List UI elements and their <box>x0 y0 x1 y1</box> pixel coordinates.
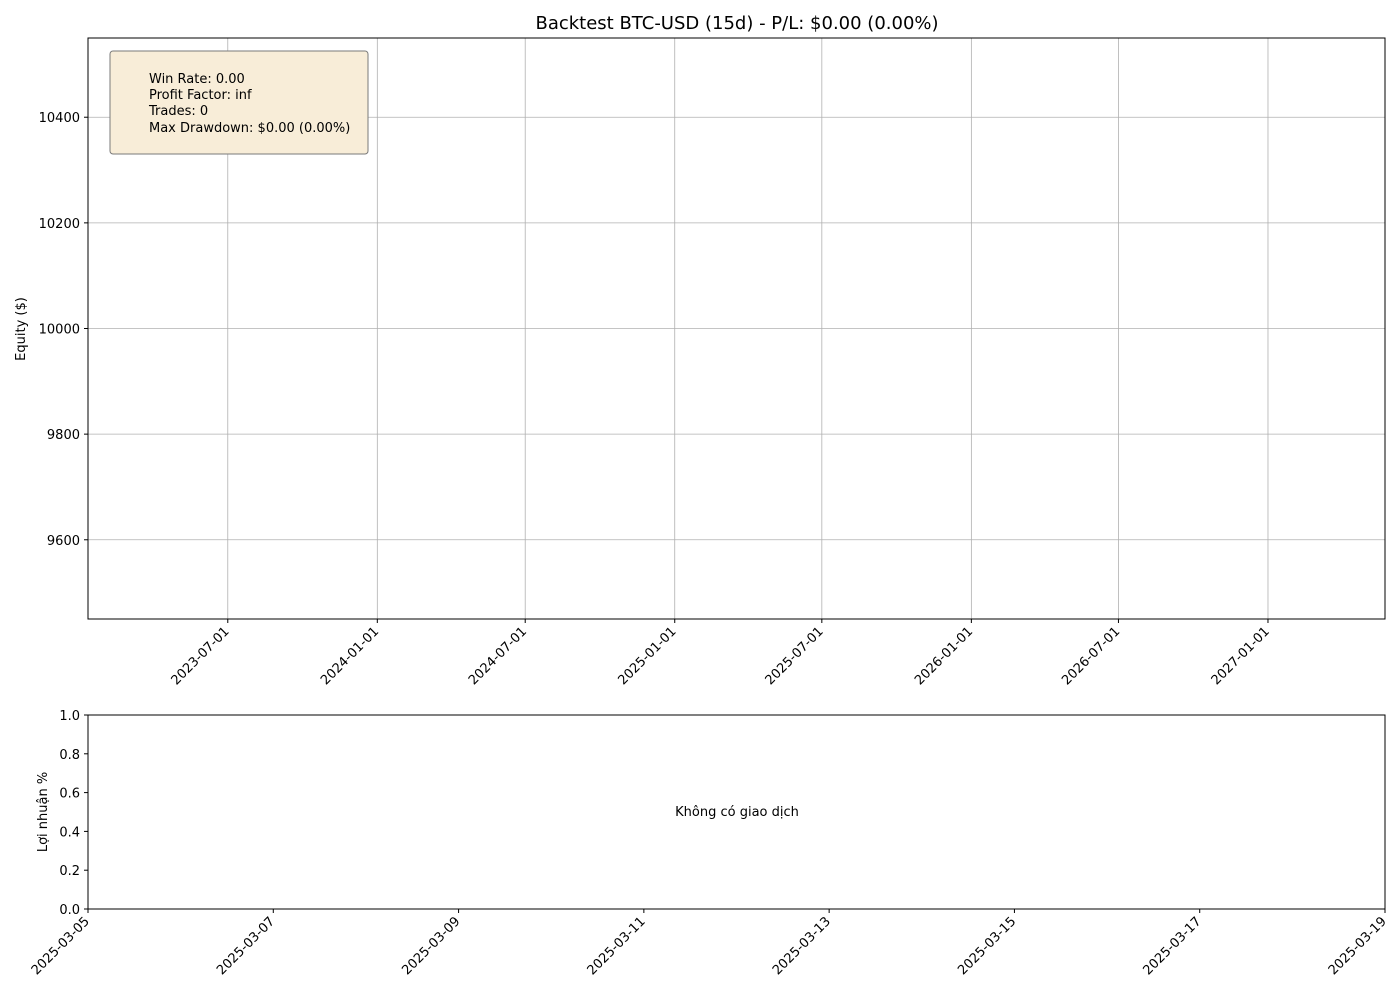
stats-max-drawdown: Max Drawdown: $0.00 (0.00%) <box>149 121 350 136</box>
returns-x-tick-label: 2025-03-19 <box>1326 914 1390 978</box>
equity-y-tick-label: 10400 <box>39 111 80 126</box>
returns-y-axis-label: Lợi nhuận % <box>36 772 51 852</box>
equity-x-tick-label: 2025-01-01 <box>616 624 680 688</box>
equity-y-tick-label: 9600 <box>47 534 80 549</box>
returns-x-tick-label: 2025-03-11 <box>585 914 649 978</box>
equity-x-tick-label: 2024-01-01 <box>318 624 382 688</box>
returns-x-tick-label: 2025-03-05 <box>29 914 93 978</box>
chart-title: Backtest BTC-USD (15d) - P/L: $0.00 (0.0… <box>535 13 938 34</box>
stats-profit-factor: Profit Factor: inf <box>149 88 252 103</box>
equity-x-tick-label: 2023-07-01 <box>169 624 233 688</box>
stats-box: Win Rate: 0.00 Profit Factor: inf Trades… <box>109 50 369 155</box>
equity-x-tick-label: 2026-01-01 <box>912 624 976 688</box>
returns-y-tick-label: 0.0 <box>59 903 80 918</box>
equity-x-ticks: 2023-07-01 2024-01-01 2024-07-01 2025-01-01… <box>169 619 1273 688</box>
returns-x-ticks: 2025-03-05 2025-03-07 2025-03-09 2025-03-11… <box>29 909 1390 978</box>
returns-x-tick-label: 2025-03-13 <box>770 914 834 978</box>
returns-axes: 0.00.20.40.60.81.0 2025-03-05 2025-03-07 2… <box>29 709 1390 978</box>
equity-x-tick-label: 2024-07-01 <box>466 624 530 688</box>
returns-y-tick-label: 0.4 <box>59 825 80 840</box>
stats-box-background <box>109 50 369 155</box>
equity-x-tick-label: 2025-07-01 <box>763 624 827 688</box>
equity-x-tick-label: 2026-07-01 <box>1059 624 1123 688</box>
returns-y-tick-label: 0.2 <box>59 864 80 879</box>
returns-y-tick-label: 1.0 <box>59 709 80 724</box>
returns-y-ticks: 0.0 0.2 0.4 0.6 0.8 1.0 <box>59 709 88 918</box>
equity-y-ticks: 9600 9800 10000 10200 10400 <box>39 111 88 549</box>
returns-x-tick-label: 2025-03-17 <box>1141 914 1205 978</box>
returns-axes-frame <box>87 714 1386 910</box>
stats-trades: Trades: 0 <box>148 104 208 119</box>
returns-x-tick-label: 2025-03-15 <box>955 914 1019 978</box>
equity-y-tick-label: 10000 <box>39 323 80 338</box>
equity-x-tick-label: 2027-01-01 <box>1209 624 1273 688</box>
no-trades-message: Không có giao dịch <box>675 805 799 820</box>
returns-y-tick-label: 0.6 <box>59 787 80 802</box>
returns-x-tick-label: 2025-03-09 <box>399 914 463 978</box>
equity-y-tick-label: 9800 <box>47 428 80 443</box>
equity-y-axis-label: Equity ($) <box>14 297 29 361</box>
equity-y-tick-label: 10200 <box>39 217 80 232</box>
equity-axes: 9600 9800 10000 10200 10400 2023-07-01 2024-0… <box>14 37 1386 688</box>
equity-axes-frame <box>87 37 1386 620</box>
stats-win-rate: Win Rate: 0.00 <box>149 72 245 87</box>
returns-y-tick-label: 0.8 <box>59 748 80 763</box>
returns-x-tick-label: 2025-03-07 <box>214 914 278 978</box>
